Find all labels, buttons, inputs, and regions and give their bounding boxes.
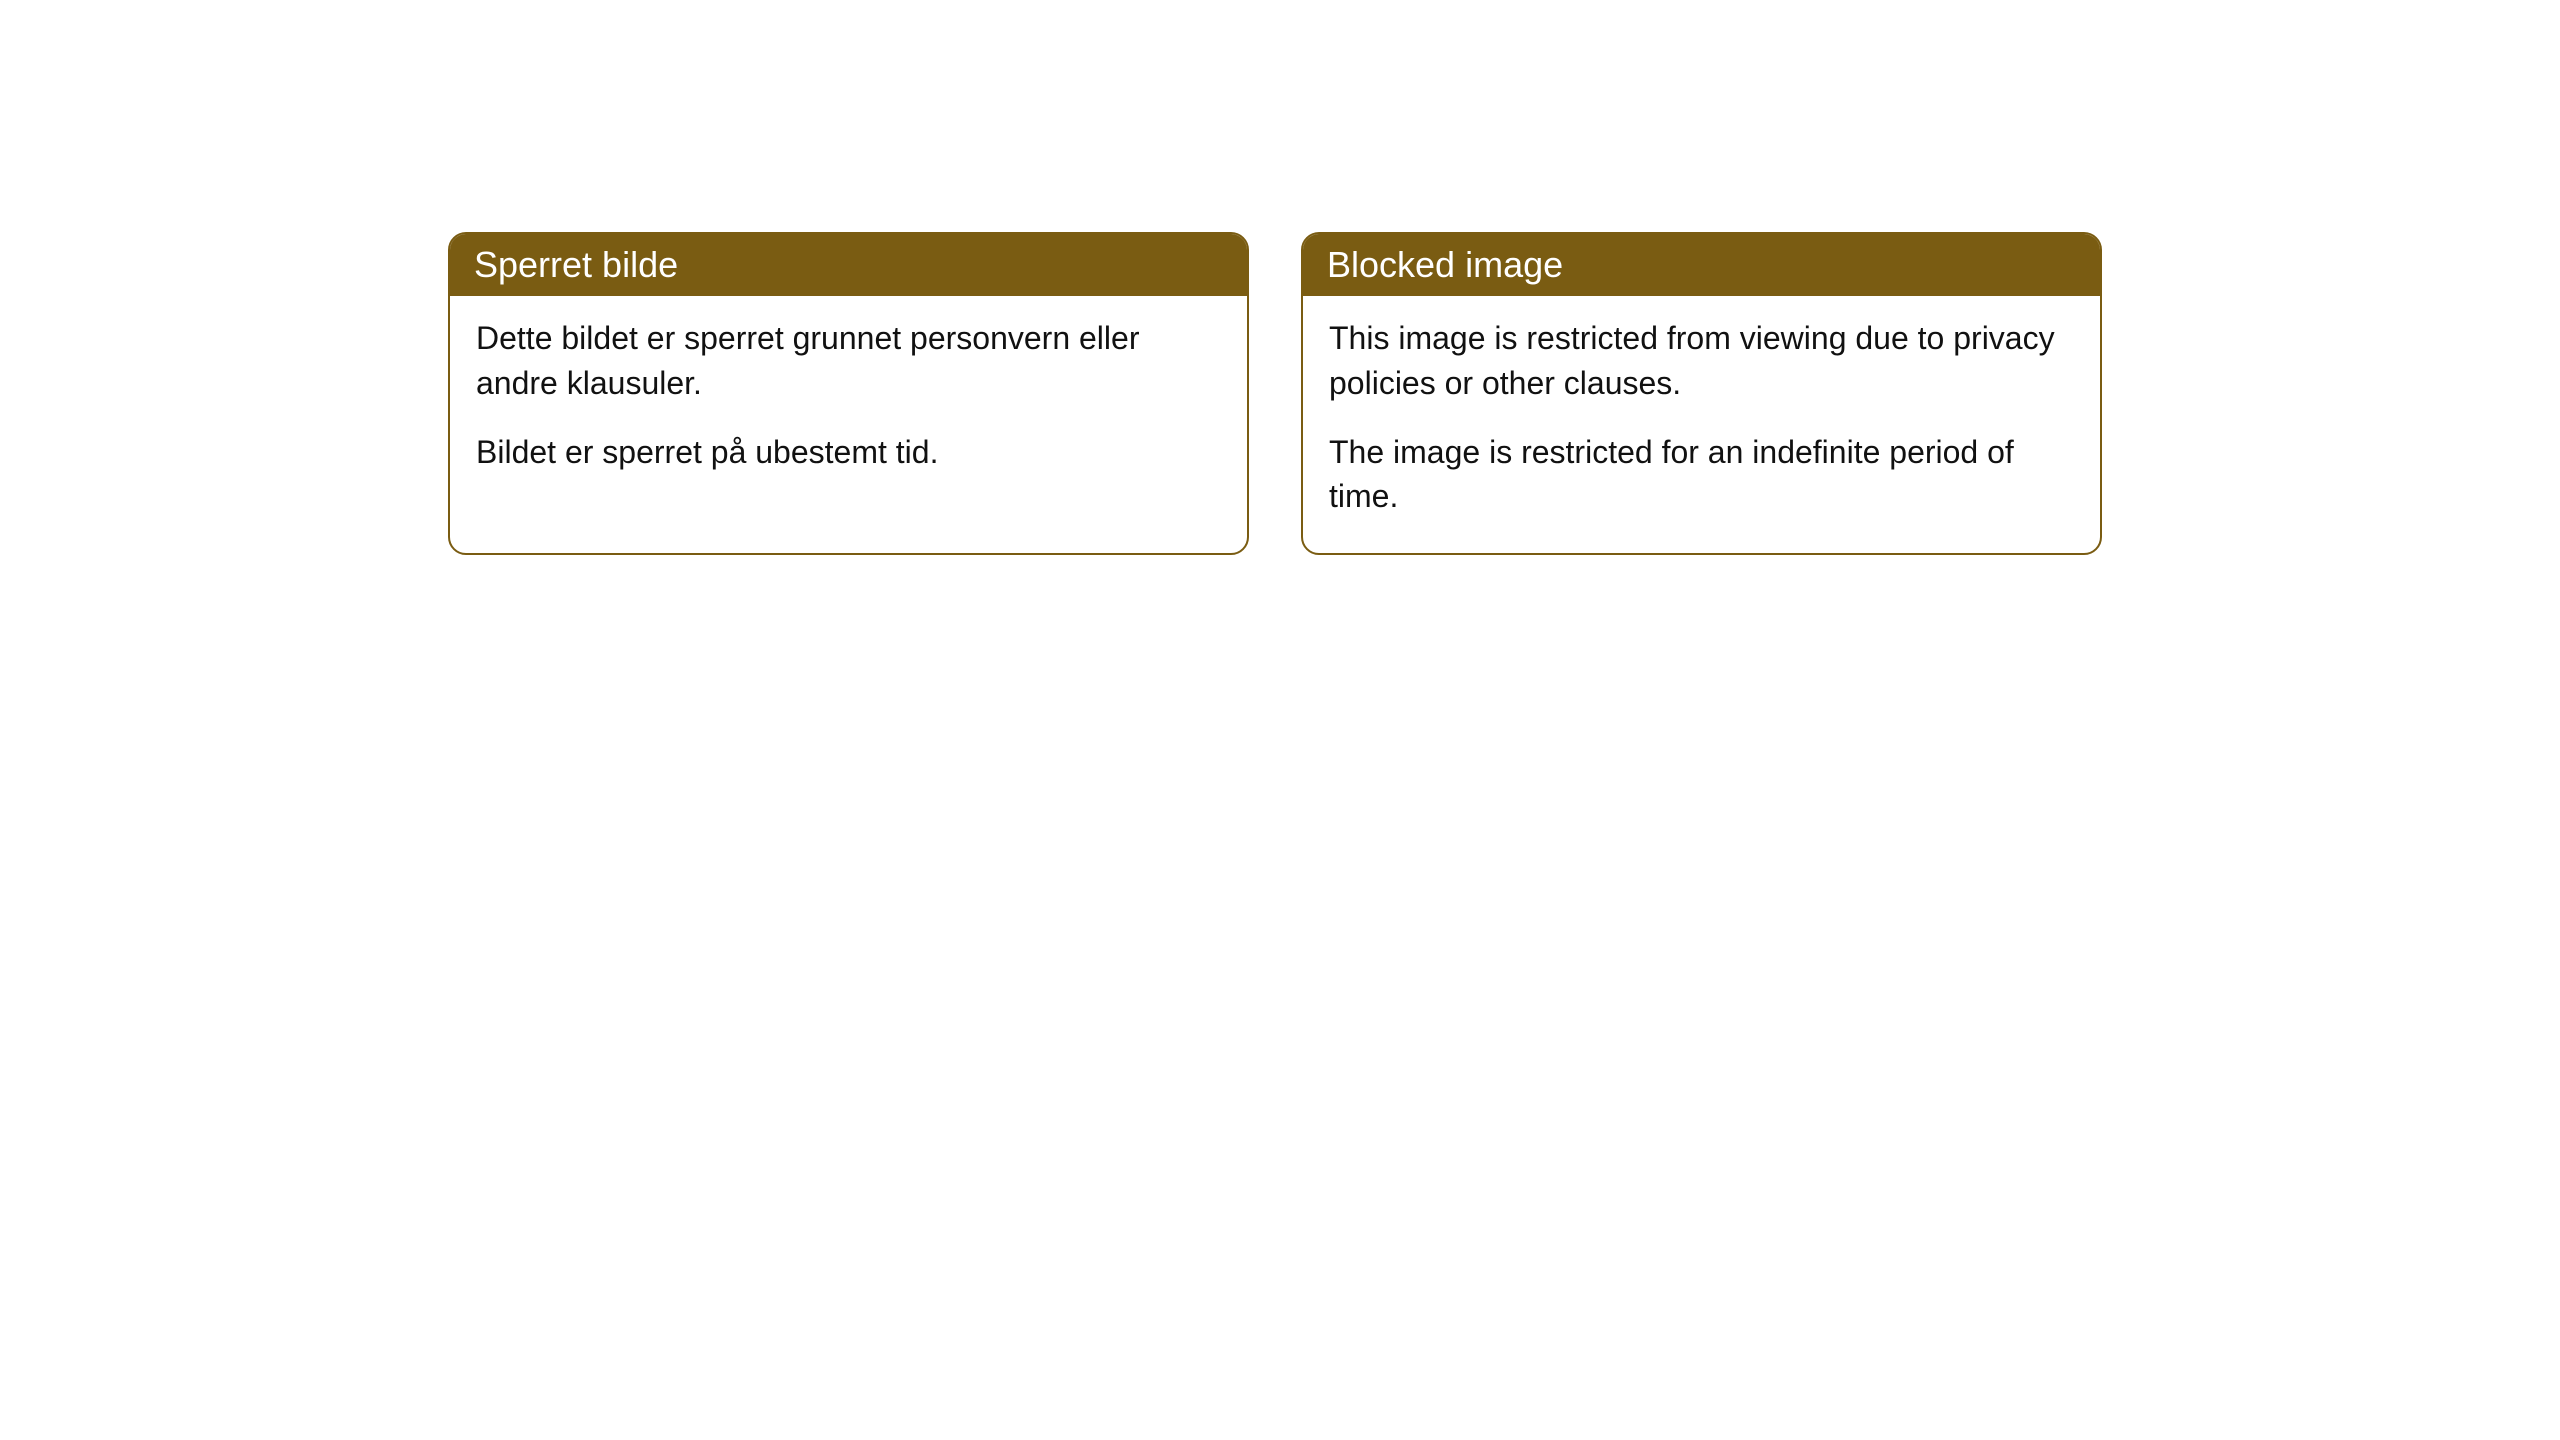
card-body: This image is restricted from viewing du… [1303, 296, 2100, 553]
card-para1: This image is restricted from viewing du… [1329, 316, 2074, 406]
card-para2: Bildet er sperret på ubestemt tid. [476, 430, 1221, 475]
card-title: Sperret bilde [474, 244, 678, 285]
blocked-image-card-no: Sperret bilde Dette bildet er sperret gr… [448, 232, 1249, 555]
card-header: Sperret bilde [450, 234, 1247, 296]
card-para1: Dette bildet er sperret grunnet personve… [476, 316, 1221, 406]
card-para2: The image is restricted for an indefinit… [1329, 430, 2074, 520]
card-title: Blocked image [1327, 244, 1563, 285]
card-body: Dette bildet er sperret grunnet personve… [450, 296, 1247, 508]
blocked-image-card-en: Blocked image This image is restricted f… [1301, 232, 2102, 555]
notice-cards-container: Sperret bilde Dette bildet er sperret gr… [448, 232, 2102, 555]
card-header: Blocked image [1303, 234, 2100, 296]
